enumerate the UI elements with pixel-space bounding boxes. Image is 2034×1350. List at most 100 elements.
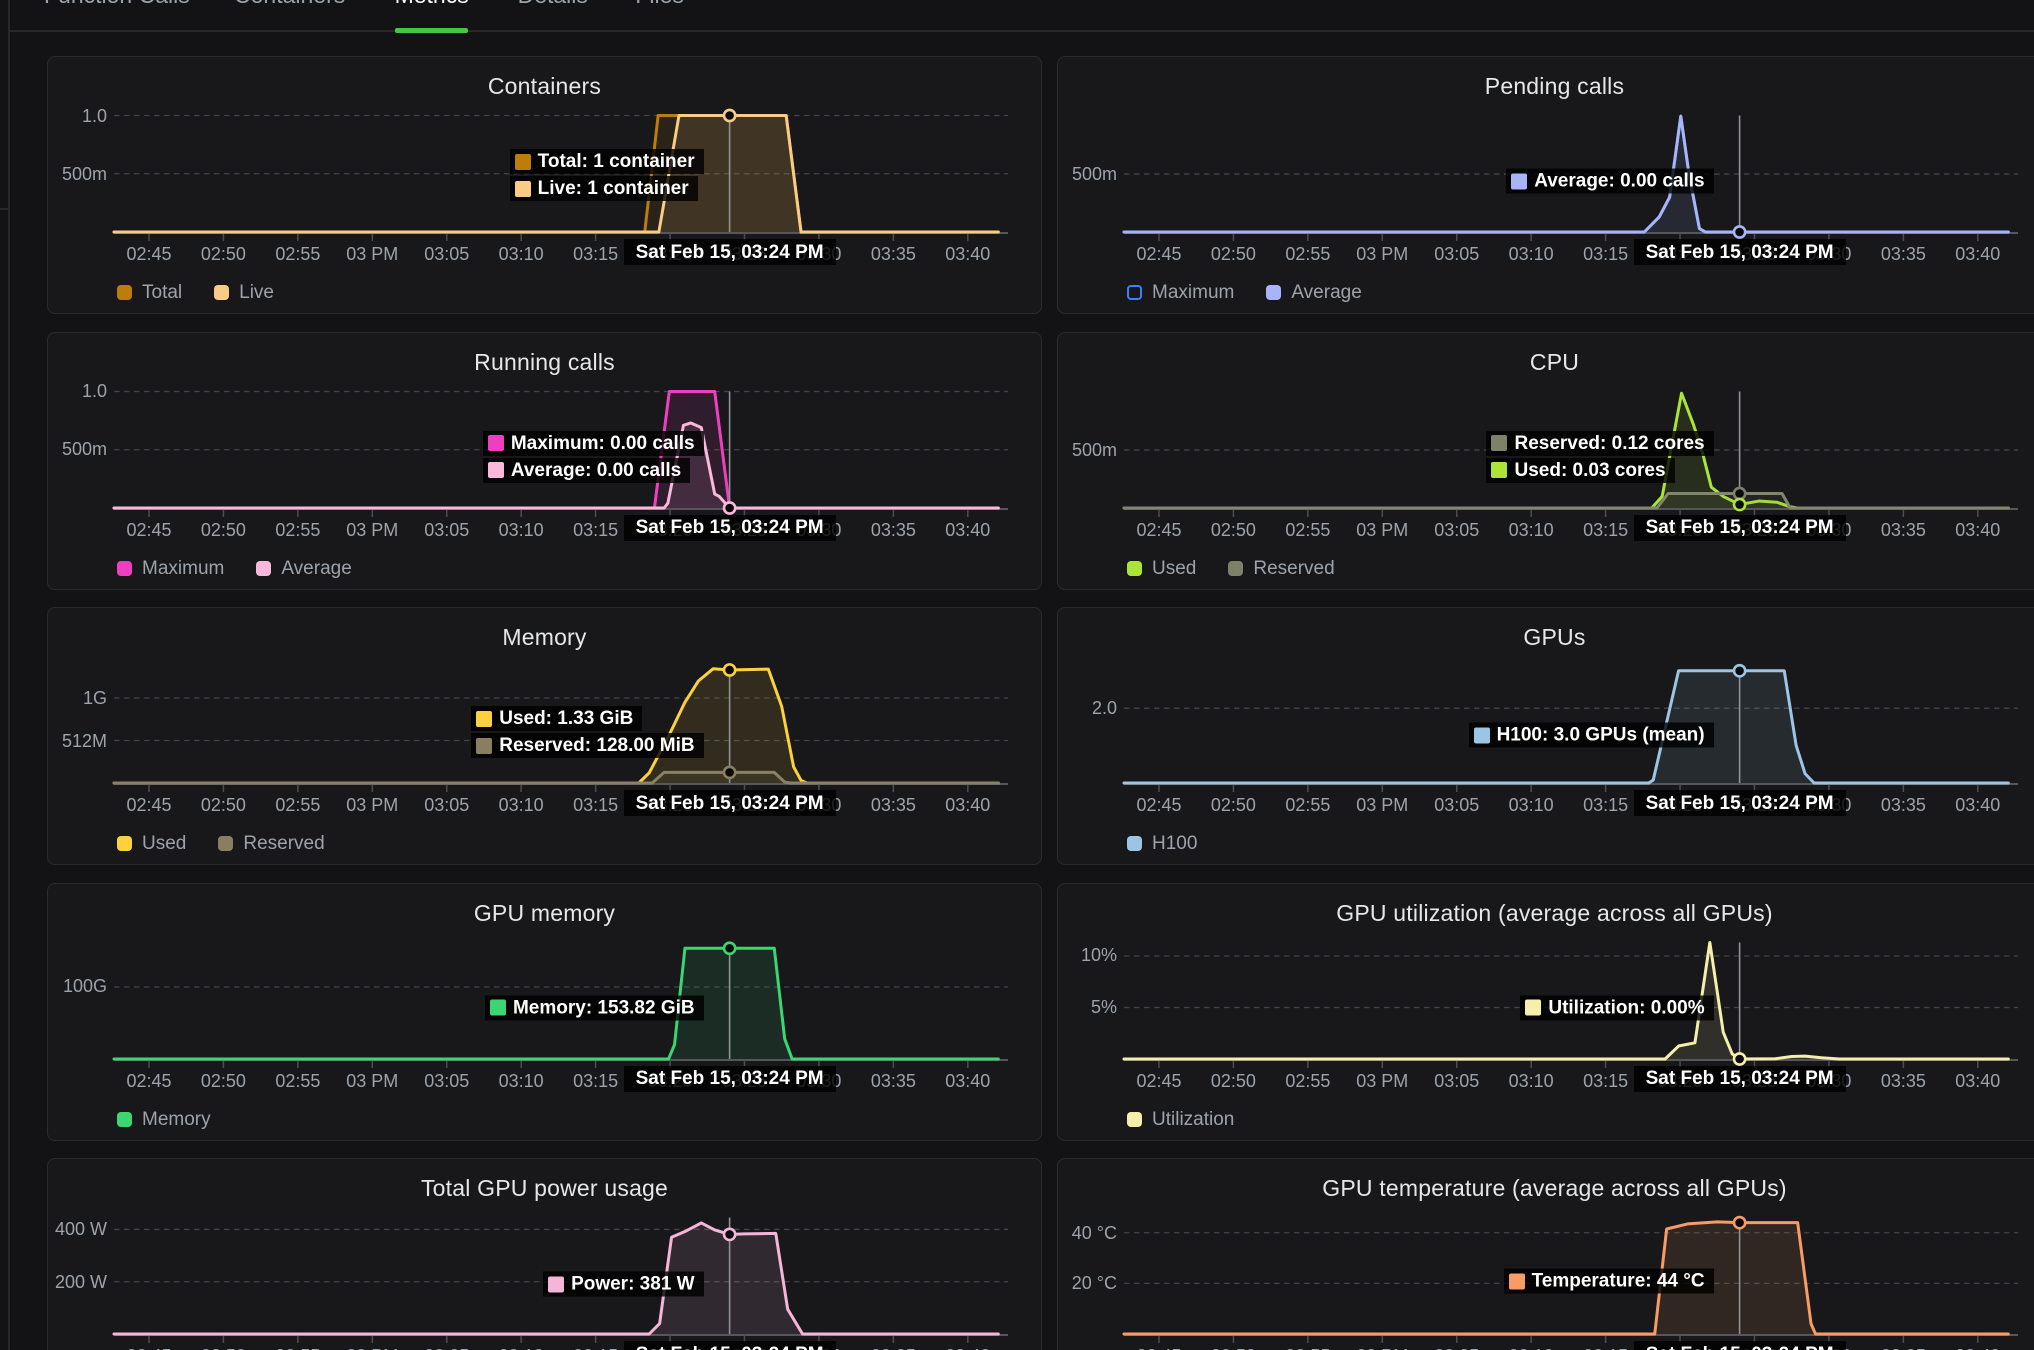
plot-area-gpus[interactable] — [1058, 608, 2034, 864]
x-axis-label: 02:50 — [200, 519, 246, 540]
cursor-date-tooltip: Sat Feb 15, 03:24 PM — [623, 1065, 836, 1092]
cursor-date-tooltip: Sat Feb 15, 03:24 PM — [1633, 514, 1846, 541]
x-axis-label: 02:55 — [1285, 795, 1331, 815]
cursor-point-marker — [1732, 1215, 1747, 1230]
tooltip-row: Total: 1 container — [509, 149, 704, 174]
tab-files[interactable]: Files — [635, 0, 684, 7]
legend-item-reserved[interactable]: Reserved — [218, 833, 325, 854]
legend-label: Reserved — [1253, 557, 1335, 579]
tooltip-value-text: Reserved: 128.00 MiB — [499, 735, 695, 756]
tooltip-series-marker — [476, 710, 493, 727]
tab-containers[interactable]: Containers — [234, 0, 345, 7]
legend-label: Maximum — [142, 557, 225, 579]
legend-marker — [1228, 560, 1244, 576]
legend-marker — [1127, 560, 1142, 576]
legend-label: Average — [281, 557, 352, 579]
x-axis-label: 03:35 — [1880, 244, 1926, 264]
legend-label: Reserved — [243, 833, 325, 854]
legend-item-live[interactable]: Live — [214, 283, 274, 302]
series-line-power — [112, 1221, 1000, 1336]
legend-item-used[interactable]: Used — [1127, 559, 1196, 578]
legend-item-h100[interactable]: H100 — [1127, 834, 1197, 853]
cursor-point-marker — [1732, 225, 1747, 239]
plot-area-gpu-utilization[interactable] — [1058, 884, 2034, 1140]
cursor-date-tooltip: Sat Feb 15, 03:24 PM — [623, 514, 836, 541]
plot-area-running-calls[interactable] — [48, 333, 1041, 589]
plot-area-gpu-power[interactable] — [48, 1159, 1041, 1350]
chart-card-running-calls: Running calls 1.0 500m 02:45 02:50 02:55 03 PM… — [47, 331, 1042, 590]
x-axis-label: 03:15 — [573, 795, 619, 815]
tooltip-row: Average: 0.00 calls — [1506, 168, 1714, 194]
x-axis-label: 03:15 — [573, 519, 619, 540]
cursor-point-marker — [1732, 486, 1747, 500]
legend-marker — [256, 560, 272, 576]
x-axis-label: 03:05 — [424, 519, 470, 540]
x-axis-label: 02:50 — [1210, 795, 1256, 815]
x-axis-label: 03:15 — [573, 244, 619, 264]
x-axis-label: 03:10 — [498, 244, 544, 264]
legend-item-total[interactable]: Total — [117, 283, 182, 302]
legend-item-average[interactable]: Average — [256, 557, 352, 579]
x-axis-label: 02:50 — [1210, 519, 1256, 540]
legend-item-reserved[interactable]: Reserved — [1228, 557, 1335, 579]
legend-item-maximum[interactable]: Maximum — [1127, 283, 1234, 302]
x-axis-label: 03:15 — [1583, 1347, 1628, 1350]
hover-tooltip: Maximum: 0.00 calls Average: 0.00 calls — [482, 430, 704, 483]
cursor-point-marker — [722, 108, 737, 123]
legend-item-maximum[interactable]: Maximum — [117, 559, 224, 578]
cursor-date-text: Sat Feb 15, 03:24 PM — [635, 792, 824, 814]
x-axis-label: 02:45 — [126, 519, 172, 540]
chart-card-containers: Containers 1.0 500m 02:45 02:50 02:55 03 PM 03:… — [47, 56, 1042, 314]
x-axis-label: 02:50 — [200, 795, 246, 815]
tooltip-row: H100: 3.0 GPUs (mean) — [1468, 722, 1714, 748]
legend-item-memory[interactable]: Memory — [117, 1110, 211, 1129]
x-axis-label: 03 PM — [346, 244, 399, 264]
tooltip-series-marker — [1473, 727, 1490, 743]
x-axis-label: 03:40 — [1955, 1070, 2001, 1091]
legend-item-average[interactable]: Average — [1266, 283, 1362, 302]
x-axis-label: 03:15 — [1583, 244, 1629, 264]
series-line-average — [112, 420, 1000, 509]
tooltip-value-text: Total: 1 container — [537, 151, 695, 172]
tab-metrics[interactable]: Metrics — [395, 0, 469, 7]
cursor-point-marker — [1732, 497, 1747, 511]
cursor-date-tooltip: Sat Feb 15, 03:24 PM — [623, 1341, 836, 1350]
tooltip-row: Temperature: 44 °C — [1503, 1268, 1714, 1294]
x-axis-label: 02:50 — [1210, 1070, 1256, 1091]
y-axis-label: 1.0 — [81, 105, 107, 126]
plot-area-memory[interactable] — [48, 608, 1041, 864]
plot-area-gpu-temperature[interactable] — [1058, 1159, 2034, 1350]
x-axis-label: 03 PM — [1356, 1347, 1408, 1350]
chart-title-gpu-power: Total GPU power usage — [420, 1175, 669, 1201]
tooltip-series-marker — [548, 1276, 565, 1292]
legend-item-utilization[interactable]: Utilization — [1127, 1110, 1234, 1129]
plot-area-gpu-memory[interactable] — [48, 884, 1041, 1140]
tab-label: Metrics — [395, 0, 469, 8]
chart-legend: Maximum Average — [117, 559, 352, 578]
x-axis-label: 02:55 — [1285, 244, 1331, 264]
chart-card-gpu-temperature: GPU temperature (average across all GPUs… — [1057, 1158, 2034, 1350]
legend-marker — [117, 1111, 132, 1127]
tooltip-value-text: Average: 0.00 calls — [510, 459, 682, 481]
x-axis-label: 02:55 — [275, 1070, 321, 1091]
x-axis-label: 03:10 — [1508, 795, 1554, 815]
y-axis-label: 10% — [1080, 945, 1117, 966]
plot-area-pending-calls[interactable] — [1058, 57, 2034, 313]
legend-label: H100 — [1152, 833, 1198, 854]
tooltip-series-marker — [1511, 173, 1528, 189]
x-axis-label: 03:10 — [1509, 1347, 1554, 1350]
tab-function-calls[interactable]: Function Calls — [44, 0, 190, 7]
plot-area-containers[interactable] — [48, 57, 1041, 313]
x-axis-label: 02:55 — [275, 795, 321, 815]
x-axis-label: 03:35 — [1881, 1347, 1926, 1350]
series-line-reserved — [112, 770, 1000, 785]
series-fill-total — [114, 115, 999, 232]
chart-card-gpu-memory: GPU memory 100G 02:45 02:50 02:55 03 PM 03:05 0… — [47, 882, 1042, 1141]
legend-item-used[interactable]: Used — [117, 834, 186, 853]
chart-title-memory: Memory — [502, 624, 587, 650]
y-axis-label: 1G — [82, 688, 107, 709]
x-axis-label: 03:40 — [945, 795, 991, 815]
legend-label: Memory — [142, 1108, 211, 1130]
tooltip-row: Power: 381 W — [543, 1271, 704, 1297]
tab-details[interactable]: Details — [518, 0, 588, 7]
